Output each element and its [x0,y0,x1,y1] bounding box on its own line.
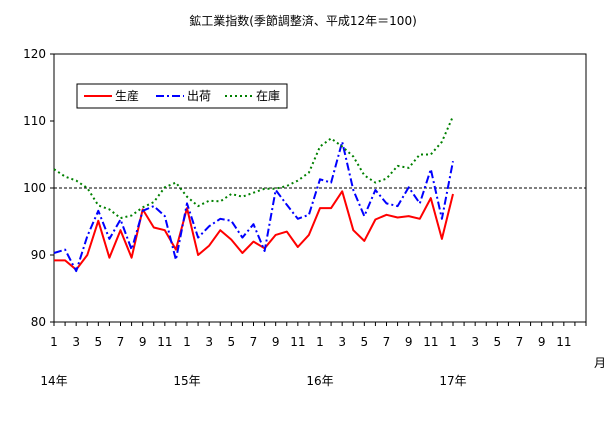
x-tick-label: 5 [95,335,103,349]
x-tick-label: 11 [290,335,305,349]
x-tick-label: 7 [117,335,125,349]
y-tick-label: 90 [31,248,46,262]
x-unit-label: 月 [594,356,606,370]
legend-label: 生産 [115,88,139,103]
y-tick-label: 80 [31,315,46,329]
chart-title: 鉱工業指数(季節調整済、平成12年＝100) [189,13,417,28]
x-tick-label: 1 [316,335,324,349]
legend-label: 出荷 [187,89,211,103]
year-label: 16年 [306,374,333,388]
x-tick-label: 5 [494,335,502,349]
x-tick-label: 11 [556,335,571,349]
x-tick-label: 9 [405,335,413,349]
x-tick-label: 1 [183,335,191,349]
series-line-出荷 [53,140,454,273]
x-tick-label: 5 [228,335,236,349]
x-tick-label: 7 [250,335,258,349]
x-tick-label: 3 [72,335,80,349]
x-tick-label: 3 [471,335,479,349]
year-label: 17年 [439,374,466,388]
y-tick-label: 120 [23,47,46,61]
x-tick-label: 11 [157,335,172,349]
y-tick-label: 110 [23,114,46,128]
x-tick-label: 1 [449,335,457,349]
x-tick-label: 9 [272,335,280,349]
year-label: 14年 [40,374,67,388]
x-tick-label: 7 [383,335,391,349]
x-tick-label: 9 [538,335,546,349]
x-tick-label: 5 [361,335,369,349]
x-tick-label: 3 [205,335,213,349]
year-label: 15年 [173,374,200,388]
legend-label: 在庫 [256,89,280,103]
x-tick-label: 3 [338,335,346,349]
series-line-在庫 [53,115,454,220]
y-tick-label: 100 [23,181,46,195]
series-line-生産 [54,190,454,271]
x-tick-label: 11 [423,335,438,349]
x-tick-label: 9 [139,335,147,349]
x-tick-label: 7 [516,335,524,349]
x-tick-label: 1 [50,335,58,349]
